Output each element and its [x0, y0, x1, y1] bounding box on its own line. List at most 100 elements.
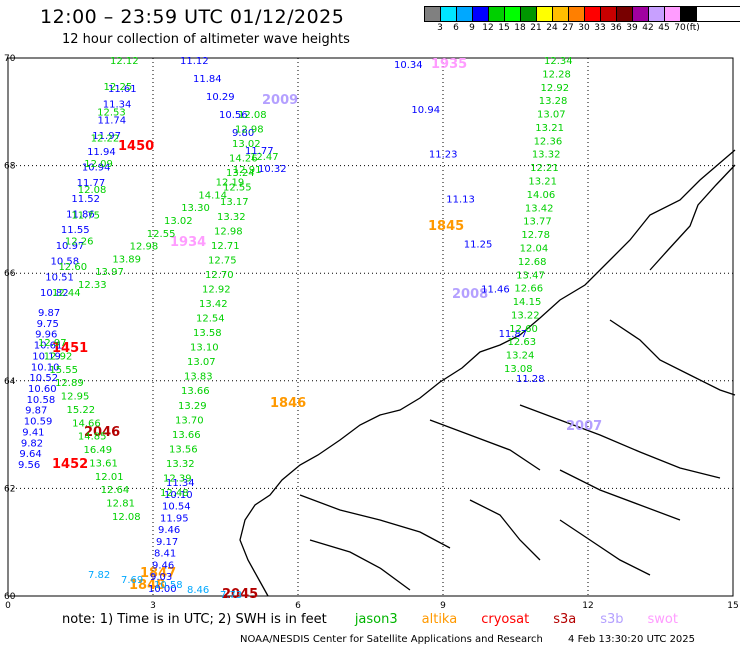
- wave-height-value: 7.82: [88, 570, 110, 581]
- wave-height-value: 14.85: [78, 432, 107, 443]
- satellite-legend: jason3 altika cryosat s3a s3b swot: [331, 612, 678, 627]
- wave-height-value: 12.55: [223, 183, 252, 194]
- pass-id-label: 1846: [270, 396, 306, 411]
- pass-id-label: 1935: [431, 57, 467, 72]
- wave-height-value: 9.46: [152, 560, 174, 571]
- lat-tick-label: 70: [4, 54, 16, 64]
- lon-tick-label: 15: [727, 601, 738, 611]
- wave-height-value: 10.54: [162, 502, 191, 513]
- pass-id-label: 1848: [129, 578, 165, 593]
- wave-height-value: 11.13: [446, 195, 475, 206]
- wave-height-value: 12.55: [147, 229, 176, 240]
- wave-height-value: 11.74: [98, 115, 127, 126]
- wave-height-value: 13.32: [166, 459, 195, 470]
- coastline: [299, 494, 451, 549]
- wave-height-value: 11.34: [166, 478, 195, 489]
- color-scale-tick: 18: [514, 23, 526, 33]
- color-swatch: [425, 7, 441, 21]
- wave-height-value: 12.92: [202, 284, 231, 295]
- pass-id-label: 2046: [84, 425, 120, 440]
- lon-tick-label: 3: [150, 601, 156, 611]
- wave-height-value: 9.64: [19, 449, 41, 460]
- satellite-label: s3b: [600, 612, 624, 627]
- wave-height-value: 13.22: [511, 310, 540, 321]
- wave-height-value: 10.51: [45, 272, 74, 283]
- lon-tick-label: 9: [440, 601, 446, 611]
- wave-height-value: 15.22: [66, 405, 95, 416]
- wave-height-value: 7.73: [220, 590, 242, 601]
- wave-height-value: 10.97: [56, 241, 85, 252]
- wave-height-value: 15.55: [49, 365, 78, 376]
- wave-height-value: 12.91: [233, 165, 262, 176]
- wave-height-value: 13.02: [164, 216, 193, 227]
- color-swatch: [601, 7, 617, 21]
- color-scale-tick: 42: [642, 23, 654, 33]
- wave-height-value: 9.41: [22, 427, 44, 438]
- wave-height-value: 9.87: [38, 308, 60, 319]
- wave-height-value: 11.28: [516, 374, 545, 385]
- wave-height-value: 13.32: [532, 150, 561, 161]
- color-scale-legend: 3 6 9 12 15 18 21 24 27 30 33 36 39 42 45 70 (ft): [424, 6, 740, 34]
- wave-height-value: 9.46: [158, 525, 180, 536]
- lat-tick-label: 62: [4, 484, 15, 494]
- color-scale-tick: 45: [658, 23, 670, 33]
- wave-height-value: 12.89: [55, 378, 84, 389]
- pass-id-label: 1451: [52, 341, 88, 356]
- satellite-label: altika: [421, 612, 458, 627]
- wave-height-value: 13.07: [187, 357, 216, 368]
- wave-height-value: 13.47: [516, 270, 545, 281]
- color-swatch: [473, 7, 489, 21]
- wave-height-value: 13.02: [232, 139, 261, 150]
- wave-height-value: 9.17: [156, 537, 178, 548]
- wave-height-value: 13.21: [535, 123, 564, 134]
- wave-height-value: 11.84: [193, 74, 222, 85]
- coastline: [559, 469, 681, 521]
- pass-id-label: 2007: [566, 419, 602, 434]
- wave-height-value: 12.68: [518, 257, 547, 268]
- wave-height-value: 12.44: [52, 288, 81, 299]
- wave-height-value: 11.52: [71, 194, 100, 205]
- wave-height-value: 12.78: [521, 230, 550, 241]
- coastline: [609, 319, 736, 396]
- pass-id-label: 1450: [118, 139, 154, 154]
- color-scale-tick: 3: [437, 23, 443, 33]
- wave-height-value: 16.49: [84, 445, 113, 456]
- wave-height-value: 13.28: [539, 96, 568, 107]
- coastline: [309, 539, 411, 591]
- wave-height-value: 9.56: [18, 460, 40, 471]
- color-scale-tick: 9: [469, 23, 475, 33]
- map-subtitle: 12 hour collection of altimeter wave hei…: [62, 32, 350, 47]
- wave-height-value: 11.77: [245, 146, 274, 157]
- wave-height-value: 12.48: [160, 488, 189, 499]
- wave-height-value: 10.29: [206, 92, 235, 103]
- wave-height-value: 11.12: [180, 56, 209, 67]
- wave-height-value: 10.34: [394, 60, 423, 71]
- wave-height-value: 11.61: [108, 84, 137, 95]
- wave-height-value: 12.98: [235, 125, 264, 136]
- wave-height-value: 12.75: [208, 255, 237, 266]
- wave-height-value: 10.58: [50, 257, 79, 268]
- wave-height-value: 11.97: [92, 131, 121, 142]
- wave-height-value: 12.70: [205, 270, 234, 281]
- wave-height-value: 11.25: [464, 239, 493, 250]
- color-scale-tick: (ft): [686, 23, 700, 33]
- wave-height-value: 12.63: [507, 337, 536, 348]
- wave-height-value: 12.92: [44, 351, 73, 362]
- wave-height-value: 12.21: [530, 163, 559, 174]
- wave-height-value: 12.53: [97, 108, 126, 119]
- wave-height-value: 13.07: [537, 110, 566, 121]
- satellite-label: swot: [647, 612, 678, 627]
- wave-height-value: 13.29: [178, 401, 207, 412]
- wave-height-value: 11.86: [66, 210, 95, 221]
- color-scale-tick: 21: [530, 23, 542, 33]
- wave-height-value: 12.71: [211, 241, 240, 252]
- wave-height-value: 12.36: [534, 136, 563, 147]
- coastline: [559, 519, 651, 576]
- lat-tick-label: 60: [4, 592, 16, 602]
- wave-height-value: 13.89: [112, 254, 141, 265]
- wave-height-value: 12.26: [65, 236, 94, 247]
- wave-height-value: 12.81: [106, 499, 135, 510]
- wave-height-value: 12.34: [544, 56, 573, 67]
- wave-height-value: 14.06: [527, 190, 556, 201]
- color-swatch: [569, 7, 585, 21]
